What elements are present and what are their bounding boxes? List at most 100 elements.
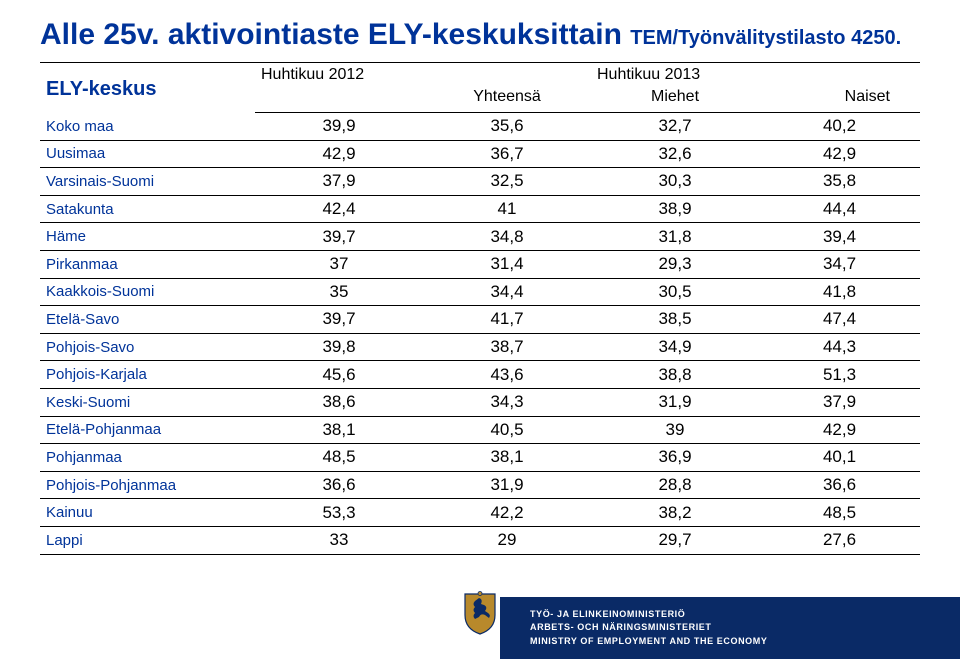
table-row: Pohjois-Savo39,838,734,944,3 bbox=[40, 333, 920, 361]
footer-bar: TYÖ- JA ELINKEINOMINISTERIÖ ARBETS- OCH … bbox=[500, 597, 960, 659]
table-row: Satakunta42,44138,944,4 bbox=[40, 195, 920, 223]
cell-value: 37,9 bbox=[759, 388, 920, 416]
header-yhteensa: Yhteensä bbox=[473, 88, 541, 105]
title-sub: TEM/Työnvälitystilasto 4250. bbox=[630, 27, 901, 49]
cell-value: 41,7 bbox=[423, 306, 591, 334]
cell-value: 32,6 bbox=[591, 140, 759, 168]
header-ely: ELY-keskus bbox=[46, 78, 156, 100]
table-row: Häme39,734,831,839,4 bbox=[40, 223, 920, 251]
cell-value: 38,2 bbox=[591, 499, 759, 527]
table-row: Lappi332929,727,6 bbox=[40, 526, 920, 554]
cell-value: 47,4 bbox=[759, 306, 920, 334]
data-table: ELY-keskus Huhtikuu 2012 Huhtikuu 2013 Y… bbox=[40, 62, 920, 555]
row-label: Pohjois-Pohjanmaa bbox=[40, 471, 255, 499]
cell-value: 29,7 bbox=[591, 526, 759, 554]
row-label: Pirkanmaa bbox=[40, 250, 255, 278]
cell-value: 36,9 bbox=[591, 444, 759, 472]
cell-value: 36,6 bbox=[255, 471, 423, 499]
table-body: Koko maa39,935,632,740,2Uusimaa42,936,73… bbox=[40, 113, 920, 555]
cell-value: 27,6 bbox=[759, 526, 920, 554]
row-label: Satakunta bbox=[40, 195, 255, 223]
table-row: Pohjois-Pohjanmaa36,631,928,836,6 bbox=[40, 471, 920, 499]
cell-value: 38,7 bbox=[423, 333, 591, 361]
page-title: Alle 25v. aktivointiaste ELY-keskuksitta… bbox=[40, 18, 920, 52]
table-row: Uusimaa42,936,732,642,9 bbox=[40, 140, 920, 168]
footer-line-3: MINISTRY OF EMPLOYMENT AND THE ECONOMY bbox=[530, 635, 940, 648]
footer-line-2: ARBETS- OCH NÄRINGSMINISTERIET bbox=[530, 621, 940, 634]
cell-value: 37 bbox=[255, 250, 423, 278]
cell-value: 45,6 bbox=[255, 361, 423, 389]
cell-value: 51,3 bbox=[759, 361, 920, 389]
header-2013: Huhtikuu 2013 bbox=[597, 66, 700, 83]
row-label: Häme bbox=[40, 223, 255, 251]
cell-value: 44,4 bbox=[759, 195, 920, 223]
row-label: Kaakkois-Suomi bbox=[40, 278, 255, 306]
header-naiset: Naiset bbox=[845, 88, 890, 105]
table-row: Etelä-Pohjanmaa38,140,53942,9 bbox=[40, 416, 920, 444]
row-label: Pohjois-Savo bbox=[40, 333, 255, 361]
row-label: Varsinais-Suomi bbox=[40, 168, 255, 196]
cell-value: 41,8 bbox=[759, 278, 920, 306]
cell-value: 43,6 bbox=[423, 361, 591, 389]
cell-value: 36,7 bbox=[423, 140, 591, 168]
row-label: Etelä-Pohjanmaa bbox=[40, 416, 255, 444]
cell-value: 39,8 bbox=[255, 333, 423, 361]
cell-value: 29,3 bbox=[591, 250, 759, 278]
cell-value: 41 bbox=[423, 195, 591, 223]
row-label: Koko maa bbox=[40, 113, 255, 141]
row-label: Pohjanmaa bbox=[40, 444, 255, 472]
cell-value: 39 bbox=[591, 416, 759, 444]
table-row: Kaakkois-Suomi3534,430,541,8 bbox=[40, 278, 920, 306]
table-row: Koko maa39,935,632,740,2 bbox=[40, 113, 920, 141]
table-row: Pohjanmaa48,538,136,940,1 bbox=[40, 444, 920, 472]
cell-value: 42,9 bbox=[759, 140, 920, 168]
row-label: Uusimaa bbox=[40, 140, 255, 168]
row-label: Lappi bbox=[40, 526, 255, 554]
cell-value: 33 bbox=[255, 526, 423, 554]
cell-value: 31,4 bbox=[423, 250, 591, 278]
table-row: Kainuu53,342,238,248,5 bbox=[40, 499, 920, 527]
row-label: Pohjois-Karjala bbox=[40, 361, 255, 389]
cell-value: 39,7 bbox=[255, 306, 423, 334]
cell-value: 35 bbox=[255, 278, 423, 306]
header-2012: Huhtikuu 2012 bbox=[261, 66, 364, 83]
table-row: Varsinais-Suomi37,932,530,335,8 bbox=[40, 168, 920, 196]
cell-value: 37,9 bbox=[255, 168, 423, 196]
cell-value: 29 bbox=[423, 526, 591, 554]
cell-value: 38,1 bbox=[255, 416, 423, 444]
table-row: Etelä-Savo39,741,738,547,4 bbox=[40, 306, 920, 334]
cell-value: 42,4 bbox=[255, 195, 423, 223]
cell-value: 30,5 bbox=[591, 278, 759, 306]
cell-value: 31,9 bbox=[591, 388, 759, 416]
cell-value: 40,5 bbox=[423, 416, 591, 444]
cell-value: 38,6 bbox=[255, 388, 423, 416]
cell-value: 42,9 bbox=[255, 140, 423, 168]
table-row: Pohjois-Karjala45,643,638,851,3 bbox=[40, 361, 920, 389]
cell-value: 42,2 bbox=[423, 499, 591, 527]
row-label: Etelä-Savo bbox=[40, 306, 255, 334]
cell-value: 36,6 bbox=[759, 471, 920, 499]
crest-icon bbox=[462, 591, 498, 635]
cell-value: 40,2 bbox=[759, 113, 920, 141]
cell-value: 31,8 bbox=[591, 223, 759, 251]
cell-value: 40,1 bbox=[759, 444, 920, 472]
cell-value: 34,8 bbox=[423, 223, 591, 251]
cell-value: 35,6 bbox=[423, 113, 591, 141]
cell-value: 48,5 bbox=[255, 444, 423, 472]
cell-value: 53,3 bbox=[255, 499, 423, 527]
row-label: Kainuu bbox=[40, 499, 255, 527]
cell-value: 44,3 bbox=[759, 333, 920, 361]
cell-value: 28,8 bbox=[591, 471, 759, 499]
cell-value: 31,9 bbox=[423, 471, 591, 499]
cell-value: 39,7 bbox=[255, 223, 423, 251]
cell-value: 34,3 bbox=[423, 388, 591, 416]
table-head: ELY-keskus Huhtikuu 2012 Huhtikuu 2013 Y… bbox=[40, 63, 920, 113]
row-label: Keski-Suomi bbox=[40, 388, 255, 416]
title-main: Alle 25v. aktivointiaste ELY-keskuksitta… bbox=[40, 18, 622, 51]
cell-value: 34,7 bbox=[759, 250, 920, 278]
header-miehet: Miehet bbox=[651, 88, 699, 105]
cell-value: 30,3 bbox=[591, 168, 759, 196]
cell-value: 35,8 bbox=[759, 168, 920, 196]
cell-value: 34,9 bbox=[591, 333, 759, 361]
table-row: Pirkanmaa3731,429,334,7 bbox=[40, 250, 920, 278]
